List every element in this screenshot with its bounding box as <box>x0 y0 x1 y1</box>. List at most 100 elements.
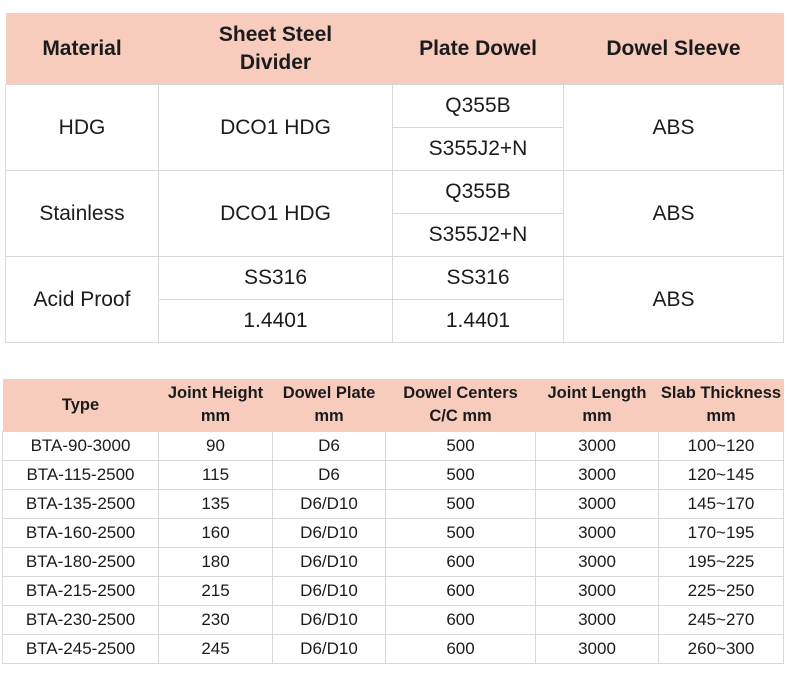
dowel-plate-cell: D6/D10 <box>272 489 386 519</box>
joint-height-cell: 160 <box>158 518 273 548</box>
header-line: C/C mm <box>429 407 492 425</box>
header-line: Material <box>42 36 122 60</box>
slab-thickness-cell: 120~145 <box>658 460 784 490</box>
material-row-hdg-sub: S355J2+N <box>6 127 784 171</box>
spec-header-row: Type Joint Height mm Dowel Plate mm Dowe… <box>2 379 784 432</box>
material-row-stainless: Stainless DCO1 HDG Q355B ABS <box>5 170 784 257</box>
material-cell: Stainless <box>5 170 159 257</box>
dowel-centers-cell: 600 <box>385 634 536 664</box>
joint-height-cell: 135 <box>158 489 273 519</box>
dowel-centers-cell: 600 <box>385 576 536 606</box>
dowel-plate-cell: D6 <box>272 431 386 461</box>
slab-thickness-cell: 245~270 <box>658 605 784 635</box>
divider-cell: DCO1 HDG <box>158 84 393 171</box>
type-cell: BTA-245-2500 <box>2 634 159 664</box>
dowel-centers-cell: 500 <box>385 431 536 461</box>
slab-thickness-cell: 170~195 <box>658 518 784 548</box>
spec-header-dowel-centers: Dowel Centers C/C mm <box>385 379 536 432</box>
spec-header-dowel-plate: Dowel Plate mm <box>272 379 386 432</box>
header-line: Type <box>61 395 100 414</box>
plate-dowel-cell: 1.4401 <box>392 299 564 343</box>
spec-row: BTA-90-3000 90 D6 500 3000 100~120 <box>2 431 784 461</box>
spec-header-joint-length: Joint Length mm <box>535 379 659 432</box>
material-header-dowel-sleeve: Dowel Sleeve <box>563 13 784 85</box>
header-line: Dowel Sleeve <box>606 36 741 60</box>
header-line: mm <box>200 407 231 425</box>
dowel-centers-cell: 600 <box>385 547 536 577</box>
joint-length-cell: 3000 <box>535 431 659 461</box>
joint-length-cell: 3000 <box>535 605 659 635</box>
type-cell: BTA-230-2500 <box>2 605 159 635</box>
header-line: Plate Dowel <box>419 36 537 60</box>
dowel-plate-cell: D6/D10 <box>272 605 386 635</box>
spec-row: BTA-230-2500 230 D6/D10 600 3000 245~270 <box>2 605 784 635</box>
slab-thickness-cell: 100~120 <box>658 431 784 461</box>
joint-height-cell: 90 <box>158 431 273 461</box>
material-row-stainless-sub: S355J2+N <box>6 213 784 257</box>
header-line: Joint Length <box>547 384 647 402</box>
plate-dowel-cell: SS316 <box>392 256 564 300</box>
sleeve-cell: ABS <box>563 256 784 343</box>
joint-length-cell: 3000 <box>535 634 659 664</box>
material-header-plate-dowel: Plate Dowel <box>392 13 564 85</box>
dowel-centers-cell: 600 <box>385 605 536 635</box>
spec-row: BTA-215-2500 215 D6/D10 600 3000 225~250 <box>2 576 784 606</box>
joint-length-cell: 3000 <box>535 489 659 519</box>
type-cell: BTA-160-2500 <box>2 518 159 548</box>
material-row-hdg: HDG DCO1 HDG Q355B ABS <box>5 84 784 171</box>
spec-row: BTA-180-2500 180 D6/D10 600 3000 195~225 <box>2 547 784 577</box>
dowel-centers-cell: 500 <box>385 518 536 548</box>
joint-height-cell: 180 <box>158 547 273 577</box>
header-line: Sheet Steel <box>218 22 333 46</box>
header-line: Slab Thickness <box>660 384 782 402</box>
joint-length-cell: 3000 <box>535 460 659 490</box>
type-cell: BTA-115-2500 <box>2 460 159 490</box>
spec-table: Type Joint Height mm Dowel Plate mm Dowe… <box>2 379 784 664</box>
material-header-row: Material Sheet Steel Divider Plate Dowel… <box>5 13 784 85</box>
type-cell: BTA-90-3000 <box>2 431 159 461</box>
type-cell: BTA-215-2500 <box>2 576 159 606</box>
dowel-centers-cell: 500 <box>385 460 536 490</box>
page: Material Sheet Steel Divider Plate Dowel… <box>2 13 784 664</box>
material-table: Material Sheet Steel Divider Plate Dowel… <box>5 13 784 343</box>
slab-thickness-cell: 260~300 <box>658 634 784 664</box>
joint-height-cell: 115 <box>158 460 273 490</box>
material-header-material: Material <box>5 13 159 85</box>
spec-header-type: Type <box>2 379 159 432</box>
sleeve-cell: ABS <box>563 84 784 171</box>
spec-row: BTA-160-2500 160 D6/D10 500 3000 170~195 <box>2 518 784 548</box>
slab-thickness-cell: 225~250 <box>658 576 784 606</box>
material-cell: HDG <box>5 84 159 171</box>
material-cell: Acid Proof <box>5 256 159 343</box>
plate-dowel-cell: Q355B <box>392 170 564 214</box>
dowel-centers-cell: 500 <box>385 489 536 519</box>
spec-row: BTA-135-2500 135 D6/D10 500 3000 145~170 <box>2 489 784 519</box>
type-cell: BTA-180-2500 <box>2 547 159 577</box>
plate-dowel-cell: Q355B <box>392 84 564 128</box>
header-line: Dowel Plate <box>282 384 376 402</box>
plate-dowel-cell: S355J2+N <box>392 127 564 171</box>
header-line: Dowel Centers <box>403 384 518 402</box>
spec-row: BTA-245-2500 245 D6/D10 600 3000 260~300 <box>2 634 784 664</box>
spec-header-slab-thickness: Slab Thickness mm <box>658 379 784 432</box>
joint-height-cell: 230 <box>158 605 273 635</box>
divider-cell: DCO1 HDG <box>158 170 393 257</box>
header-line: Divider <box>239 50 312 74</box>
material-row-acid-proof-sub: 1.4401 1.4401 <box>6 299 784 343</box>
material-header-sheet-steel-divider: Sheet Steel Divider <box>158 13 393 85</box>
header-line: mm <box>314 407 344 425</box>
joint-length-cell: 3000 <box>535 576 659 606</box>
joint-length-cell: 3000 <box>535 518 659 548</box>
sleeve-cell: ABS <box>563 170 784 257</box>
header-line: mm <box>582 407 612 425</box>
divider-cell: 1.4401 <box>158 299 393 343</box>
header-line: Joint Height <box>167 384 264 402</box>
spec-row: BTA-115-2500 115 D6 500 3000 120~145 <box>2 460 784 490</box>
joint-height-cell: 245 <box>158 634 273 664</box>
header-line: mm <box>706 407 736 425</box>
type-cell: BTA-135-2500 <box>2 489 159 519</box>
joint-length-cell: 3000 <box>535 547 659 577</box>
joint-height-cell: 215 <box>158 576 273 606</box>
dowel-plate-cell: D6/D10 <box>272 547 386 577</box>
slab-thickness-cell: 145~170 <box>658 489 784 519</box>
